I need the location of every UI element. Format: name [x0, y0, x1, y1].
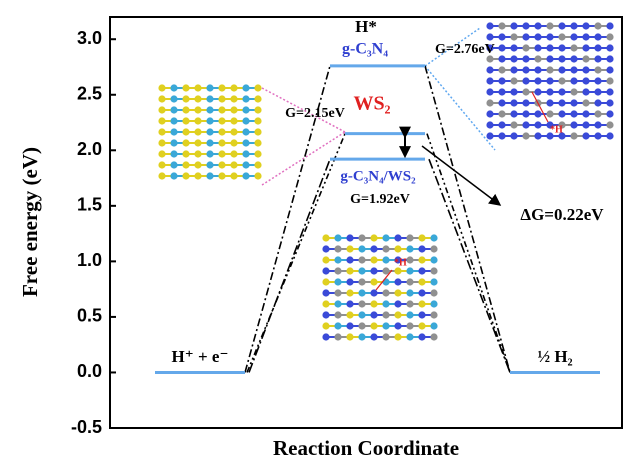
atom: [430, 234, 437, 241]
y-tick-label: 1.0: [77, 250, 102, 270]
series-label: g-C₃N₄/WS₂: [340, 168, 416, 184]
series-label: WS₂: [353, 93, 390, 115]
atom: [430, 245, 437, 252]
atom: [606, 132, 613, 139]
atom: [254, 150, 261, 157]
atom: [430, 300, 437, 307]
atom: [254, 139, 261, 146]
atom: [430, 322, 437, 329]
atom: [254, 172, 261, 179]
value-label: G=2.15eV: [285, 106, 345, 121]
y-tick-label: 2.5: [77, 84, 102, 104]
x-axis-label: Reaction Coordinate: [273, 436, 459, 460]
atom: [430, 256, 437, 263]
atom: [254, 106, 261, 113]
atom: [430, 289, 437, 296]
atom: [430, 333, 437, 340]
y-tick-label: 3.0: [77, 28, 102, 48]
y-tick-label: 0.5: [77, 306, 102, 326]
atom: [254, 84, 261, 91]
atom: [254, 117, 261, 124]
image-label: *H: [394, 257, 407, 268]
atom: [606, 22, 613, 29]
image-label: *H: [550, 124, 563, 135]
atom: [430, 267, 437, 274]
atom: [606, 88, 613, 95]
y-tick-label: -0.5: [71, 417, 102, 437]
atom: [606, 99, 613, 106]
atom: [254, 95, 261, 102]
value-label: G=1.92eV: [350, 192, 410, 207]
atom: [606, 55, 613, 62]
atom: [606, 121, 613, 128]
state-label: H*: [355, 17, 377, 36]
state-label: H⁺ + e⁻: [172, 347, 229, 366]
atom: [606, 66, 613, 73]
value-label: G=2.76eV: [435, 42, 495, 57]
atom: [254, 128, 261, 135]
y-tick-label: 0.0: [77, 361, 102, 381]
atom: [254, 161, 261, 168]
series-label: g-C₃N₄: [342, 41, 388, 58]
atom: [606, 110, 613, 117]
atom: [606, 33, 613, 40]
atom: [606, 44, 613, 51]
atom: [606, 77, 613, 84]
atom: [430, 278, 437, 285]
y-tick-label: 2.0: [77, 139, 102, 159]
annotation: ΔG=0.22eV: [520, 205, 604, 224]
chart: *H *H Free energy (eV) Reaction Coordinat…: [0, 0, 638, 461]
atom: [430, 311, 437, 318]
y-tick-label: 1.5: [77, 195, 102, 215]
structure-images: *H *H: [150, 20, 618, 350]
y-axis-label: Free energy (eV): [18, 147, 42, 297]
state-label: ½ H₂: [537, 347, 572, 366]
